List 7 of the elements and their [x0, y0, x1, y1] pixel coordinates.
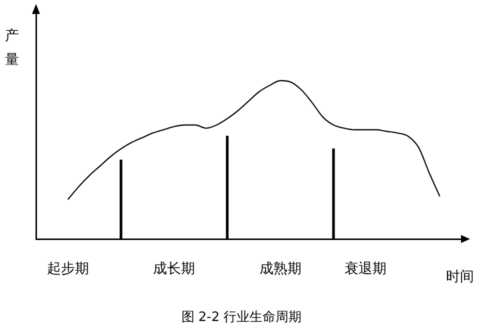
x-tick-label: 成长期: [153, 261, 196, 278]
x-tick-label: 成熟期: [259, 261, 302, 278]
x-tick-label: 起步期: [46, 261, 89, 278]
y-axis-title: 产量: [4, 27, 20, 70]
text: 图 2-2 行业生命周期: [180, 309, 303, 326]
x-tick-label: 衰退期: [344, 261, 386, 278]
x-axis-title: 时间: [446, 268, 474, 286]
